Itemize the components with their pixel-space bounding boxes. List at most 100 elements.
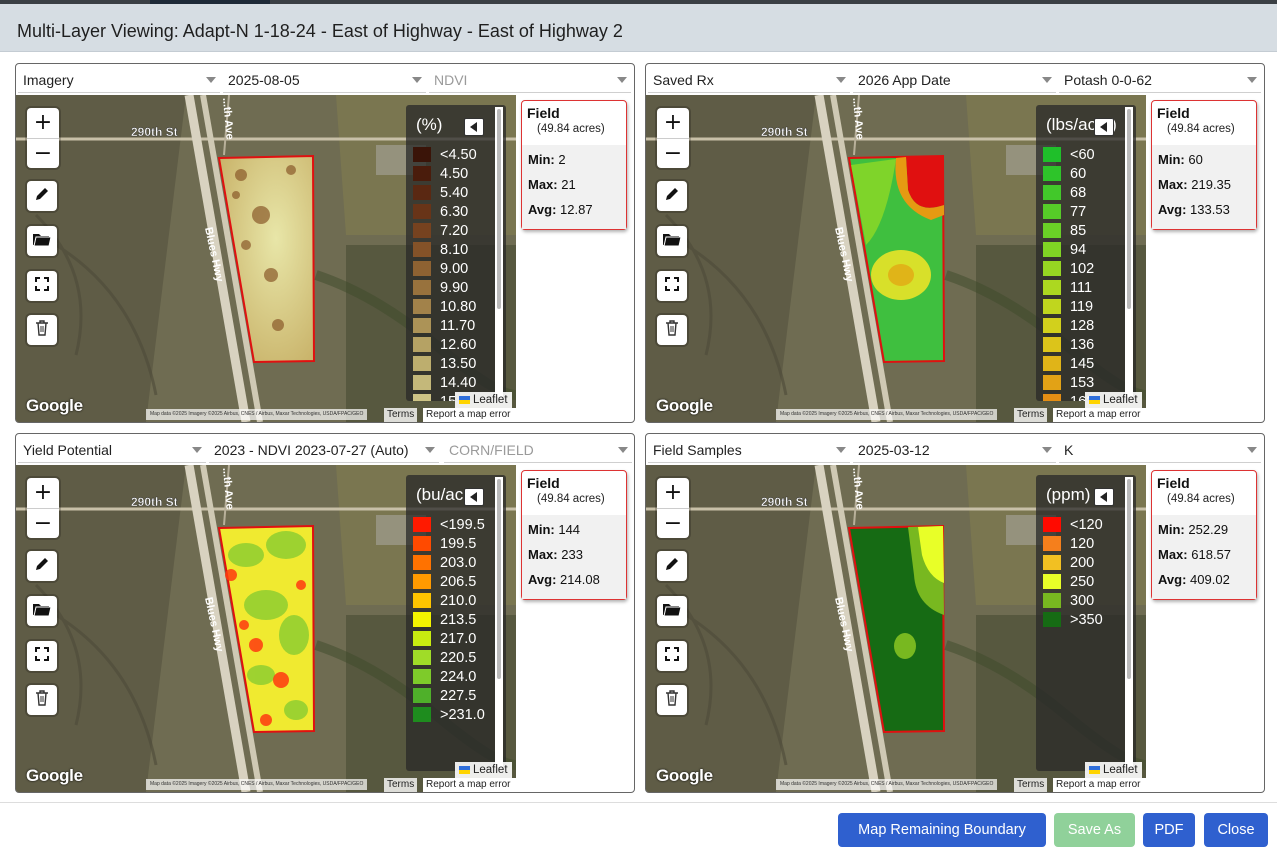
fullscreen-icon (35, 646, 49, 666)
legend-label: 206.5 (440, 573, 477, 590)
collapse-legend-icon[interactable] (464, 118, 484, 136)
terms-link[interactable]: Terms (1014, 778, 1048, 792)
legend-scrollbar[interactable] (495, 107, 503, 397)
legend-swatch (413, 147, 431, 162)
dialog-footer: Map Remaining Boundary Save As PDF Close (0, 802, 1277, 853)
legend-swatch (413, 356, 431, 371)
field-stats-box: Field (49.84 acres) Min: 252.29 Max: 618… (1151, 470, 1257, 600)
layers-folder-icon (32, 231, 52, 252)
stats-avg: Avg: 133.53 (1158, 202, 1230, 217)
map-remaining-boundary-button[interactable]: Map Remaining Boundary (838, 813, 1046, 847)
legend-item: 199.5 (413, 534, 485, 553)
legend-item: <4.50 (413, 145, 477, 164)
leaflet-attribution[interactable]: Leaflet (455, 392, 512, 408)
layers-folder-button[interactable] (27, 226, 57, 256)
map-attribution: Map data ©2025 Imagery ©2025 Airbus, CNE… (146, 409, 368, 420)
legend-item: 14.40 (413, 373, 477, 392)
legend-item: 153 (1043, 373, 1095, 392)
trash-button[interactable] (27, 315, 57, 345)
layer-select-2[interactable]: 2025-08-05 (223, 66, 426, 93)
terms-link[interactable]: Terms (384, 408, 418, 422)
legend-label: 145 (1070, 355, 1095, 372)
leaflet-link: Leaflet (1103, 394, 1138, 406)
layer-select-3[interactable]: CORN/FIELD (444, 436, 632, 463)
legend-swatch (1043, 299, 1061, 314)
fullscreen-button[interactable] (27, 271, 57, 301)
collapse-legend-icon[interactable] (464, 488, 484, 506)
terms-link[interactable]: Terms (384, 778, 418, 792)
legend-label: 68 (1070, 184, 1087, 201)
layer-select-1[interactable]: Saved Rx (648, 66, 850, 93)
zoom-in-button[interactable]: + (663, 480, 683, 505)
leaflet-attribution[interactable]: Leaflet (1085, 762, 1142, 778)
collapse-legend-icon[interactable] (1094, 118, 1114, 136)
map-view[interactable]: 290th St Blues Hwy ...th Ave + − (%) <4.… (16, 95, 516, 422)
google-logo: Google (26, 396, 83, 415)
layer-select-1[interactable]: Yield Potential (18, 436, 206, 463)
legend-item: 6.30 (413, 202, 477, 221)
layer-select-3[interactable]: K (1059, 436, 1261, 463)
legend-swatch (413, 242, 431, 257)
terms-link[interactable]: Terms (1014, 408, 1048, 422)
layer-select-3[interactable]: Potash 0-0-62 (1059, 66, 1261, 93)
chevron-down-icon (425, 447, 435, 453)
report-map-error-link[interactable]: Report a map error (1053, 408, 1146, 422)
map-view[interactable]: 290th St Blues Hwy ...th Ave + − (ppm) <… (646, 465, 1146, 792)
legend-item: 9.90 (413, 278, 477, 297)
layer-select-1[interactable]: Imagery (18, 66, 220, 93)
fullscreen-button[interactable] (657, 271, 687, 301)
layers-folder-button[interactable] (27, 596, 57, 626)
legend-swatch (413, 650, 431, 665)
layer-select-2[interactable]: 2026 App Date (853, 66, 1056, 93)
legend-item: 111 (1043, 278, 1095, 297)
legend-item: 10.80 (413, 297, 477, 316)
collapse-legend-icon[interactable] (1094, 488, 1114, 506)
layers-folder-button[interactable] (657, 226, 687, 256)
fullscreen-button[interactable] (27, 641, 57, 671)
zoom-out-button[interactable]: − (27, 138, 59, 168)
pdf-button[interactable]: PDF (1143, 813, 1195, 847)
legend-label: 12.60 (440, 336, 477, 353)
zoom-out-button[interactable]: − (27, 508, 59, 538)
stats-acres: (49.84 acres) (1167, 123, 1235, 135)
legend-item: 220.5 (413, 648, 485, 667)
draw-pencil-button[interactable] (657, 181, 687, 211)
map-view[interactable]: 290th St Blues Hwy ...th Ave + − (bu/acr… (16, 465, 516, 792)
trash-button[interactable] (657, 685, 687, 715)
layer-select-3[interactable]: NDVI (429, 66, 631, 93)
layer-select-value: NDVI (434, 72, 468, 88)
layers-folder-button[interactable] (657, 596, 687, 626)
legend-item: 13.50 (413, 354, 477, 373)
layer-select-2[interactable]: 2023 - NDVI 2023-07-27 (Auto) (209, 436, 439, 463)
legend-item: 217.0 (413, 629, 485, 648)
trash-button[interactable] (657, 315, 687, 345)
zoom-out-button[interactable]: − (657, 138, 689, 168)
report-map-error-link[interactable]: Report a map error (423, 778, 516, 792)
zoom-out-button[interactable]: − (657, 508, 689, 538)
legend-label: 220.5 (440, 649, 477, 666)
close-button[interactable]: Close (1204, 813, 1268, 847)
map-view[interactable]: 290th St Blues Hwy ...th Ave + − (lbs/ac… (646, 95, 1146, 422)
legend-scrollbar[interactable] (1125, 107, 1133, 397)
trash-button[interactable] (27, 685, 57, 715)
layer-select-2[interactable]: 2025-03-12 (853, 436, 1056, 463)
fullscreen-button[interactable] (657, 641, 687, 671)
zoom-in-button[interactable]: + (33, 110, 53, 135)
legend-scrollbar[interactable] (1125, 477, 1133, 767)
draw-pencil-button[interactable] (657, 551, 687, 581)
draw-pencil-button[interactable] (27, 551, 57, 581)
report-map-error-link[interactable]: Report a map error (423, 408, 516, 422)
chevron-down-icon (618, 447, 628, 453)
save-as-button[interactable]: Save As (1054, 813, 1135, 847)
zoom-in-button[interactable]: + (33, 480, 53, 505)
report-map-error-link[interactable]: Report a map error (1053, 778, 1146, 792)
leaflet-attribution[interactable]: Leaflet (455, 762, 512, 778)
legend-scrollbar[interactable] (495, 477, 503, 767)
layer-select-value: K (1064, 442, 1074, 458)
leaflet-attribution[interactable]: Leaflet (1085, 392, 1142, 408)
draw-pencil-icon (664, 556, 680, 577)
draw-pencil-button[interactable] (27, 181, 57, 211)
layer-select-1[interactable]: Field Samples (648, 436, 850, 463)
stats-min: Min: 144 (528, 522, 581, 537)
zoom-in-button[interactable]: + (663, 110, 683, 135)
